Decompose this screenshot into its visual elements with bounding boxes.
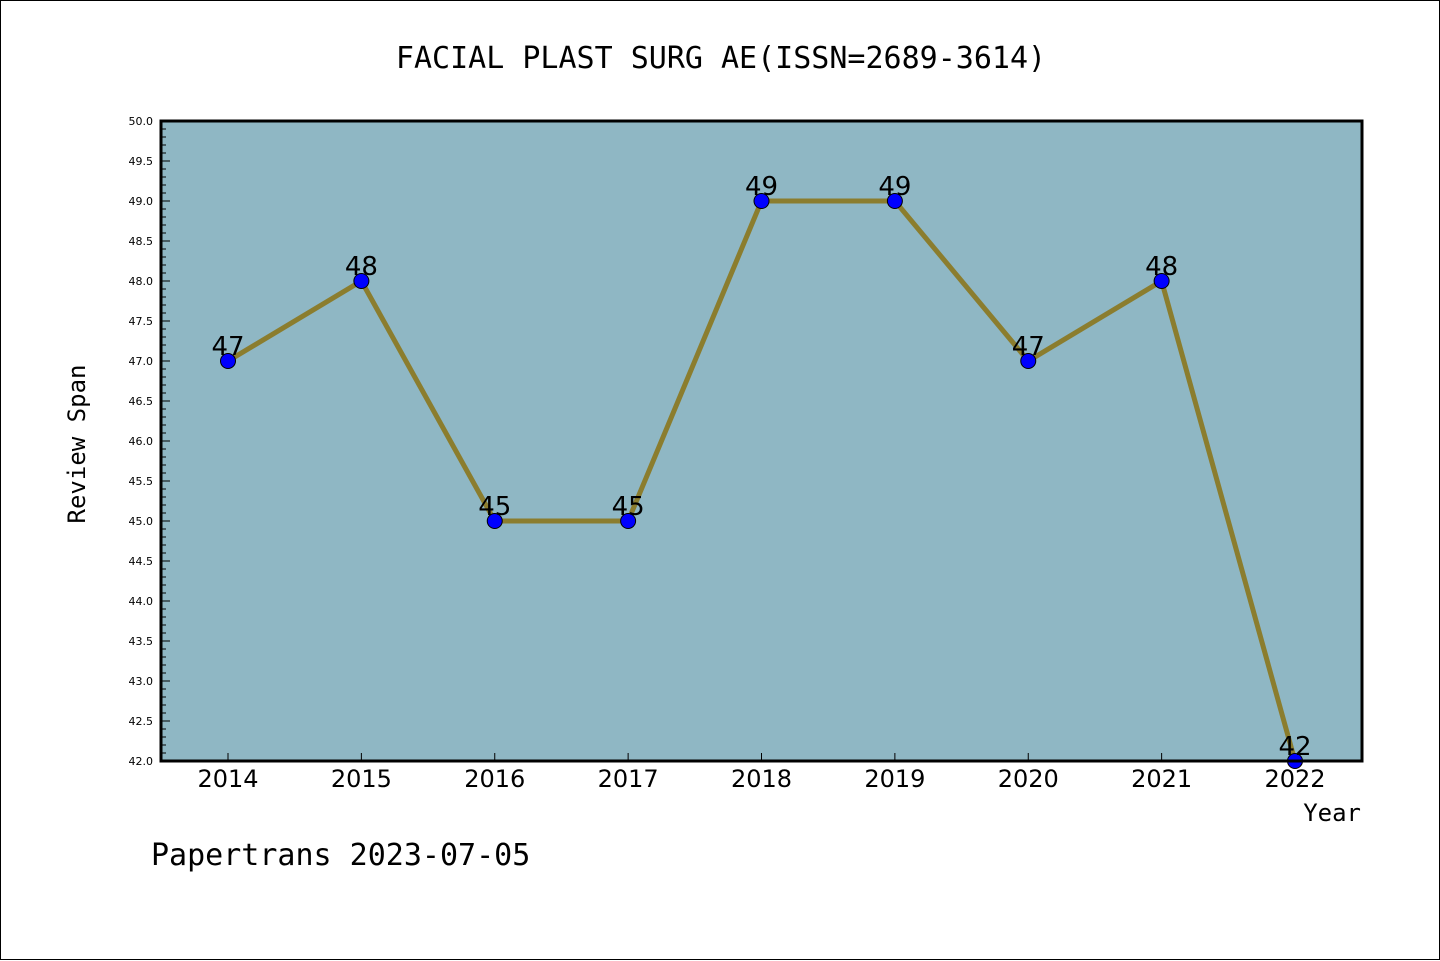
y-tick-label: 46.5 [129, 395, 154, 408]
x-tick-label: 2016 [464, 765, 525, 793]
y-tick-label: 44.0 [129, 595, 154, 608]
y-tick-label: 48.5 [129, 235, 154, 248]
y-axis-ticks: 42.0 42.5 43.0 43.5 44.0 44.5 45.0 45.5 46.0 46.5… [129, 115, 170, 768]
x-tick-label: 2017 [598, 765, 659, 793]
y-tick-label: 42.0 [129, 755, 154, 768]
data-label: 45 [612, 492, 645, 522]
data-point [353, 273, 370, 289]
data-point [1153, 273, 1170, 289]
x-tick-label: 2021 [1131, 765, 1192, 793]
chart-title: FACIAL PLAST SURG AE(ISSN=2689-3614) [396, 41, 1046, 76]
data-label: 47 [211, 332, 244, 362]
data-point [1020, 353, 1037, 369]
y-tick-label: 49.0 [129, 195, 154, 208]
y-tick-label: 42.5 [129, 715, 154, 728]
plot-area [161, 121, 1362, 761]
data-label: 49 [878, 172, 911, 202]
data-label: 48 [1145, 252, 1178, 282]
y-tick-label: 46.0 [129, 435, 154, 448]
x-tick-label: 2015 [331, 765, 392, 793]
plot-border [159, 119, 1364, 763]
y-tick-label: 44.5 [129, 555, 154, 568]
y-axis-label: Review Span [63, 365, 91, 524]
data-label: 45 [478, 492, 511, 522]
data-point [220, 353, 236, 369]
y-tick-label: 47.5 [129, 315, 154, 328]
y-tick-label: 45.0 [129, 515, 154, 528]
data-point [886, 193, 903, 209]
y-tick-label: 45.5 [129, 475, 154, 488]
x-tick-label: 2018 [731, 765, 792, 793]
footer-credit: Papertrans 2023-07-05 [151, 838, 530, 873]
y-tick-label: 47.0 [129, 355, 154, 368]
data-label: 49 [745, 172, 778, 202]
y-tick-label: 43.5 [129, 635, 154, 648]
data-label: 42 [1278, 732, 1311, 762]
x-tick-label: 2014 [197, 765, 258, 793]
y-tick-label: 48.0 [129, 275, 154, 288]
x-tick-label: 2020 [998, 765, 1059, 793]
x-axis-ticks: 2014 2015 2016 2017 2018 2019 2020 2021 2022 [197, 753, 1326, 793]
x-tick-label: 2019 [864, 765, 925, 793]
data-label: 47 [1012, 332, 1045, 362]
x-tick-label: 2022 [1264, 765, 1325, 793]
data-point [753, 193, 770, 209]
data-point [486, 513, 503, 529]
data-label: 48 [345, 252, 378, 282]
data-labels: 47 48 45 45 49 49 47 48 42 [211, 172, 1311, 762]
y-tick-label: 43.0 [129, 675, 154, 688]
y-tick-label: 50.0 [129, 115, 154, 128]
x-axis-label: Year [1303, 799, 1361, 827]
data-point [620, 513, 637, 529]
y-tick-label: 49.5 [129, 155, 154, 168]
